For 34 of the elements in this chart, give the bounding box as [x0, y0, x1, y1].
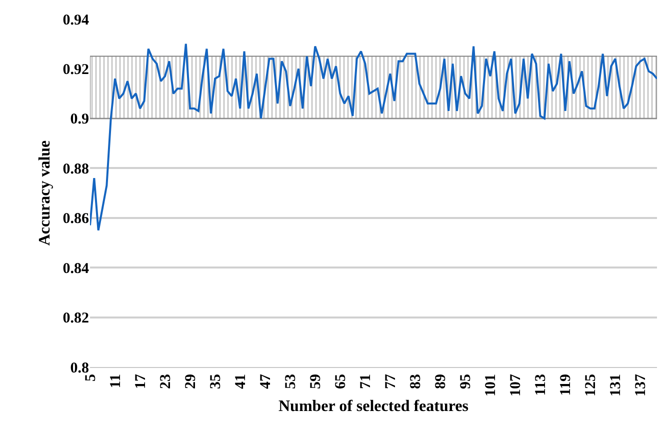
x-tick-label: 53: [282, 374, 299, 389]
y-tick-label: 0.82: [62, 310, 89, 327]
x-tick-label: 83: [408, 374, 424, 389]
x-tick-label: 131: [608, 374, 624, 396]
x-tick-label: 35: [208, 374, 224, 389]
y-tick-label: 0.88: [62, 161, 89, 178]
x-tick-label: 107: [508, 374, 524, 396]
x-tick-label: 59: [308, 374, 324, 389]
x-tick-label: 95: [458, 374, 474, 389]
x-tick-label: 119: [558, 374, 574, 396]
y-tick-label: 0.94: [62, 12, 90, 28]
y-tick-label: 0.92: [62, 62, 89, 78]
x-tick-label: 77: [383, 374, 400, 389]
x-tick-label: 47: [258, 374, 274, 389]
line-series: [90, 42, 657, 232]
x-tick-label: 5: [82, 374, 99, 382]
x-axis-title: Number of selected features: [278, 398, 469, 416]
x-tick-label: 11: [108, 374, 124, 388]
x-tick-label: 113: [533, 374, 550, 396]
x-tick-label: 137: [633, 374, 650, 396]
y-tick-label: 0.8: [70, 360, 89, 376]
x-tick-label: 23: [158, 374, 174, 389]
y-tick-label: 0.86: [62, 211, 90, 228]
x-tick-label: 125: [583, 374, 600, 396]
x-tick-label: 89: [433, 374, 450, 389]
y-axis-title: Accuracy value: [36, 140, 54, 246]
y-tick-label: 0.9: [70, 112, 89, 128]
x-tick-label: 29: [182, 374, 199, 389]
y-tick-label: 0.84: [62, 260, 90, 277]
x-tick-label: 101: [483, 374, 500, 396]
x-tick-label: 71: [358, 374, 374, 389]
x-tick-label: 17: [132, 374, 149, 389]
x-tick-label: 41: [232, 374, 249, 389]
x-tick-label: 65: [333, 374, 350, 389]
